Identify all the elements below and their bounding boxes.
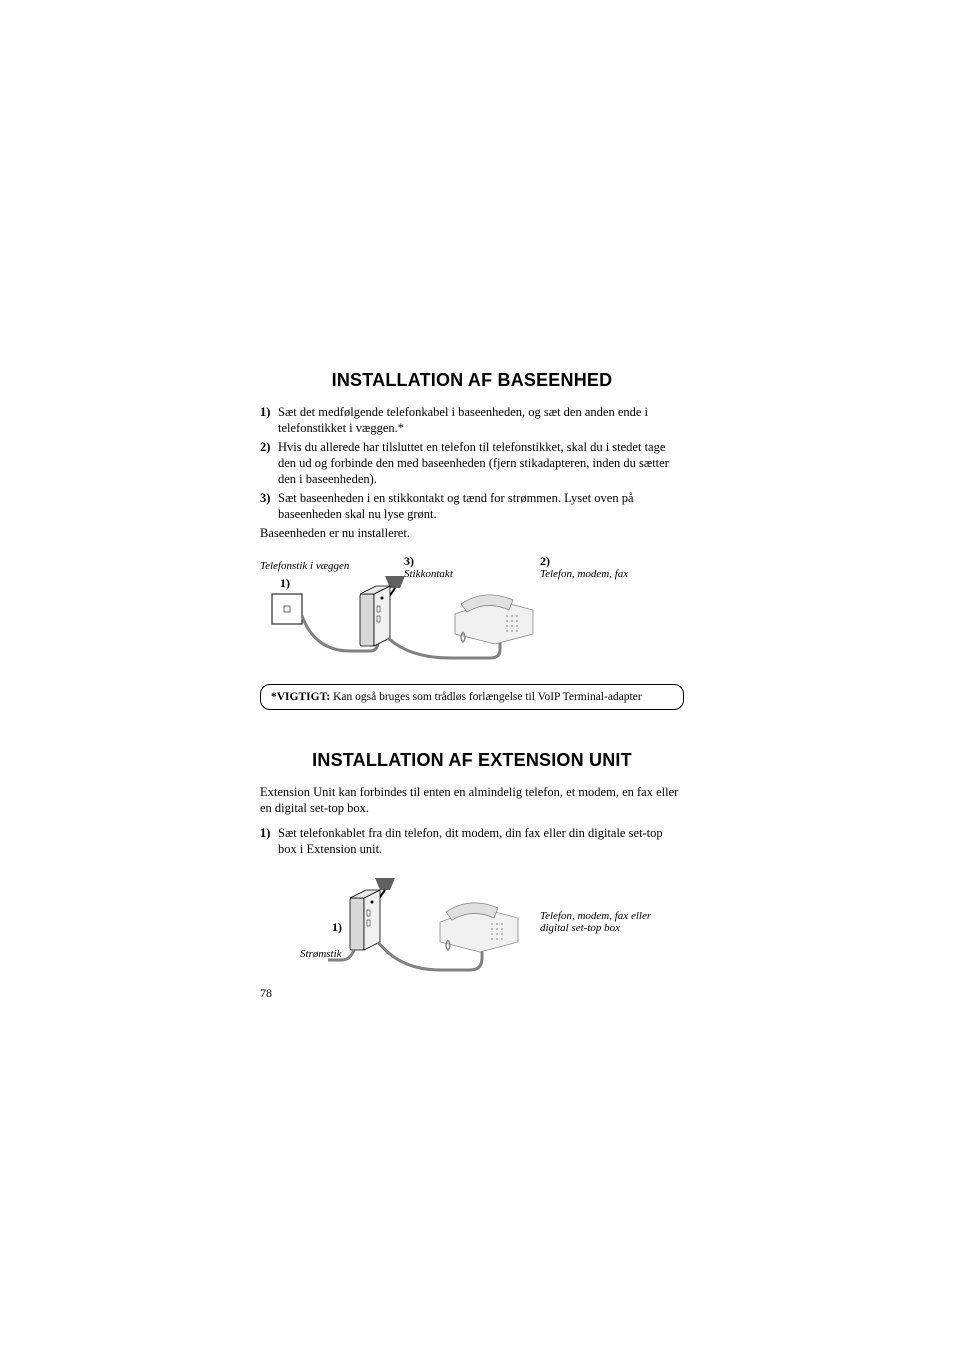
important-callout: *VIGTIGT: Kan også bruges som trådløs fo… (260, 684, 684, 710)
diagram-number-3: 3) (404, 554, 414, 569)
label-wall-socket: Telefonstik i væggen (260, 560, 349, 572)
label-phone: Telefon, modem, fax (540, 568, 628, 580)
callout-text: Kan også bruges som trådløs forlængelse … (330, 691, 641, 703)
diagram-svg (260, 576, 540, 676)
section1-heading: INSTALLATION AF BASEENHED (260, 370, 684, 391)
diagram-baseenhed: Telefonstik i væggen 1) 3) Stikkontakt 2… (260, 554, 684, 674)
callout-bold: *VIGTIGT: (271, 691, 330, 703)
document-page: INSTALLATION AF BASEENHED 1) Sæt det med… (0, 0, 954, 1351)
step-text: Sæt telefonkablet fra din telefon, dit m… (278, 826, 684, 857)
diagram-number-2: 2) (540, 554, 550, 569)
step-number: 2) (260, 440, 278, 487)
section2-heading: INSTALLATION AF EXTENSION UNIT (260, 750, 684, 771)
step-text: Sæt baseenheden i en stikkontakt og tænd… (278, 491, 684, 522)
step-item: 1) Sæt telefonkablet fra din telefon, di… (260, 826, 684, 857)
diagram-svg (320, 878, 600, 988)
step-item: 1) Sæt det medfølgende telefonkabel i ba… (260, 405, 684, 436)
step-item: 3) Sæt baseenheden i en stikkontakt og t… (260, 491, 684, 522)
section1-footer: Baseenheden er nu installeret. (260, 526, 684, 542)
diagram-extension: 1) Strømstik Telefon, modem, fax eller d… (260, 870, 684, 980)
step-number: 1) (260, 826, 278, 857)
section2-intro: Extension Unit kan forbindes til enten e… (260, 785, 684, 816)
step-text: Sæt det medfølgende telefonkabel i basee… (278, 405, 684, 436)
step-text: Hvis du allerede har tilsluttet en telef… (278, 440, 684, 487)
step-number: 1) (260, 405, 278, 436)
step-item: 2) Hvis du allerede har tilsluttet en te… (260, 440, 684, 487)
page-number: 78 (260, 986, 272, 1001)
step-number: 3) (260, 491, 278, 522)
